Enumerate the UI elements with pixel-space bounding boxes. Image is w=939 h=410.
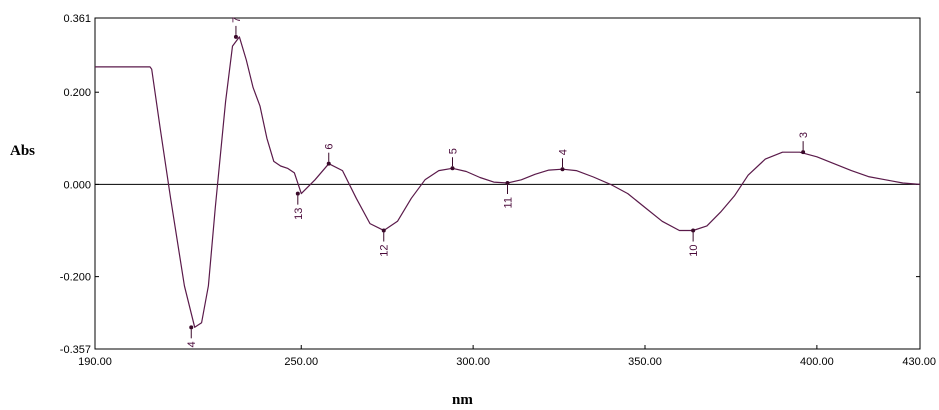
valley-label: 10 <box>688 245 700 257</box>
x-tick-label: 250.00 <box>284 356 318 368</box>
peak-marker <box>295 191 300 196</box>
peak-label: 6 <box>324 144 336 150</box>
peak-marker <box>381 228 386 233</box>
valley-label: 4 <box>186 341 198 347</box>
peak-marker <box>801 150 806 155</box>
valley-label: 13 <box>293 208 305 220</box>
y-axis-label: Abs <box>10 143 35 159</box>
peak-marker <box>233 34 238 39</box>
x-axis-label: nm <box>452 392 473 408</box>
peak-marker <box>450 166 455 171</box>
x-tick-label: 350.00 <box>628 356 662 368</box>
x-tick-label: 400.00 <box>800 356 834 368</box>
peak-marker <box>505 181 510 186</box>
x-tick-label: 300.00 <box>456 356 490 368</box>
peak-label: 7 <box>231 17 243 23</box>
valley-label: 11 <box>503 197 515 208</box>
peak-marker <box>691 228 696 233</box>
x-tick-label: 430.00 <box>902 356 936 368</box>
y-tick-label: 0.200 <box>63 87 91 99</box>
valley-label: 12 <box>379 245 391 257</box>
peak-label: 3 <box>798 132 810 138</box>
peak-marker <box>326 161 331 166</box>
y-tick-label: -0.200 <box>60 272 91 284</box>
plot-frame <box>94 17 921 350</box>
y-tick-label: -0.357 <box>60 344 91 356</box>
peak-label: 5 <box>448 148 460 154</box>
peak-label: 4 <box>558 149 570 155</box>
x-tick-label: 190.00 <box>78 356 112 368</box>
peak-marker <box>189 325 194 330</box>
spectrum-line <box>95 36 921 328</box>
y-tick-label: 0.000 <box>63 179 91 191</box>
y-tick-label: 0.361 <box>63 13 91 25</box>
peak-marker <box>560 167 565 172</box>
